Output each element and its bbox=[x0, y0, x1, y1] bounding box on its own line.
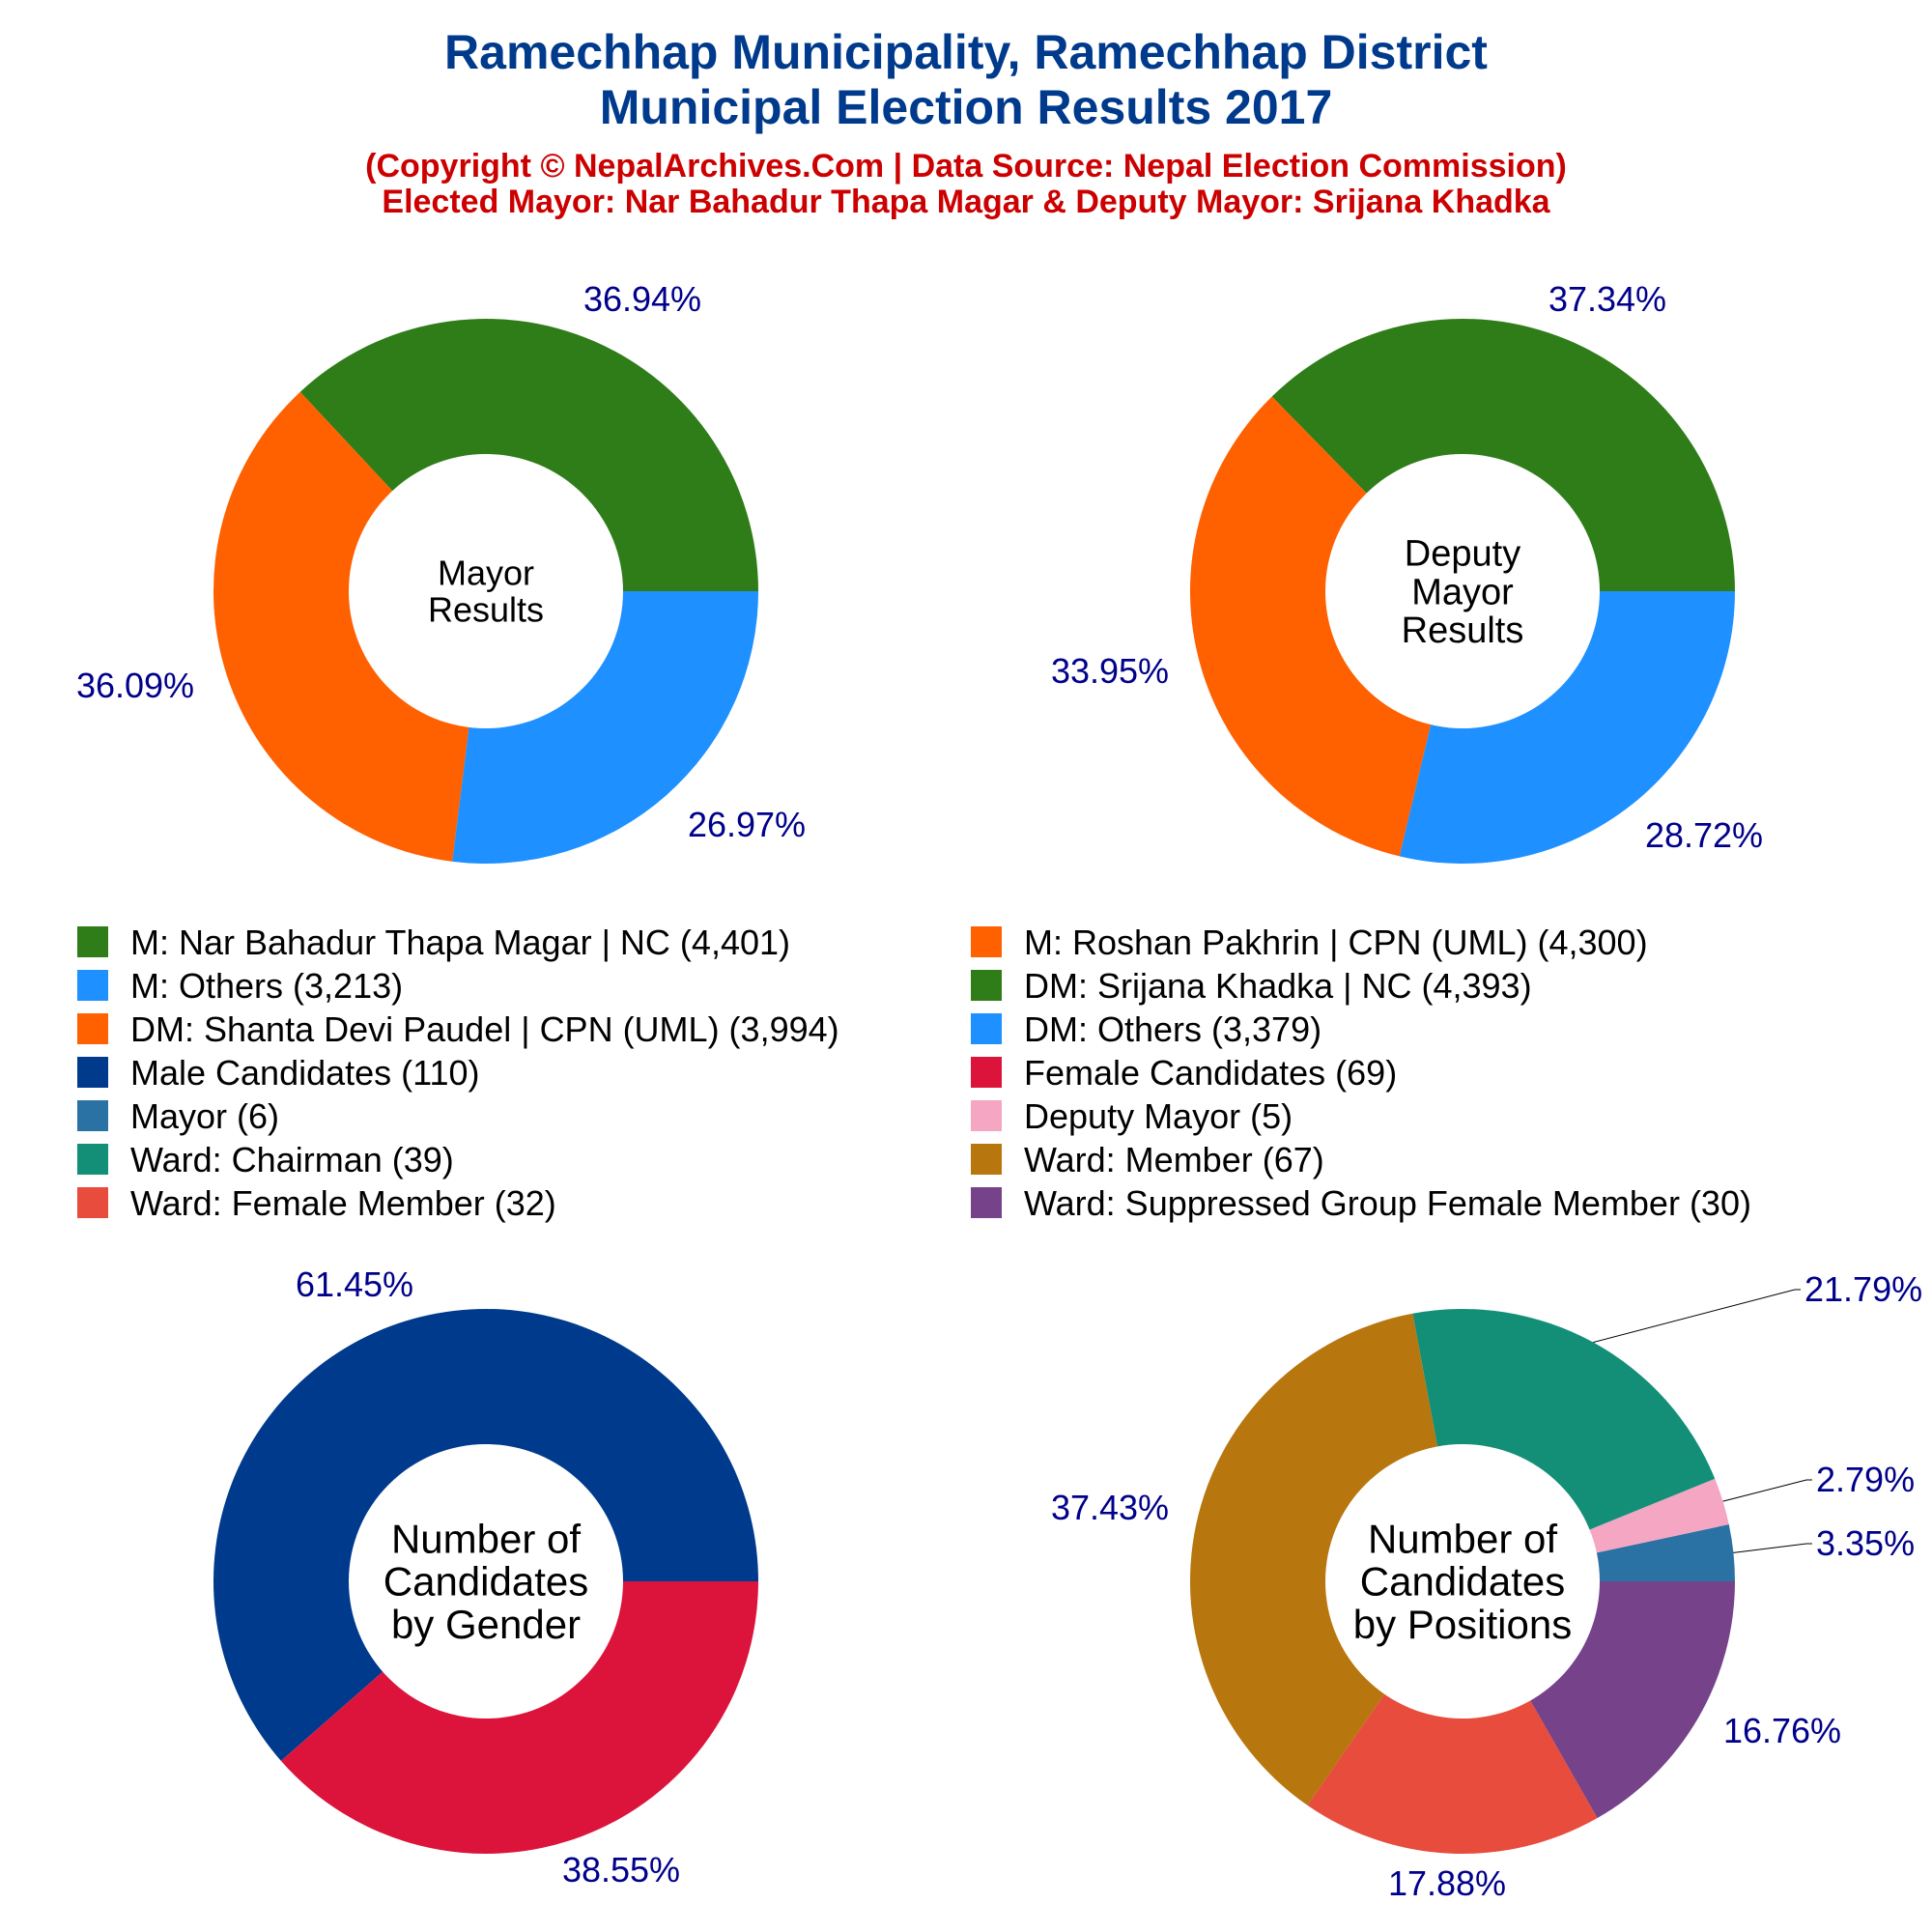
chart-subtitle-line2: Elected Mayor: Nar Bahadur Thapa Magar &… bbox=[382, 184, 1550, 220]
pie-slice bbox=[213, 391, 486, 862]
donut-center-label: by Positions bbox=[1353, 1602, 1572, 1647]
legend-item: Ward: Female Member (32) bbox=[77, 1183, 556, 1223]
legend-item: M: Roshan Pakhrin | CPN (UML) (4,300) bbox=[971, 923, 1648, 962]
slice-leader-line bbox=[1722, 1479, 1812, 1502]
legend-item: DM: Srijana Khadka | NC (4,393) bbox=[971, 966, 1532, 1006]
donut-hole bbox=[1325, 454, 1600, 728]
donut-center-label: Number of bbox=[391, 1517, 581, 1562]
legend-label: M: Roshan Pakhrin | CPN (UML) (4,300) bbox=[1024, 923, 1648, 962]
donut-center-label: Results bbox=[1402, 611, 1524, 651]
slice-percent-label: 3.35% bbox=[1816, 1523, 1915, 1563]
donut-center-label: Mayor bbox=[438, 554, 534, 593]
legend-swatch bbox=[77, 1144, 108, 1175]
donut-center-label: Number of bbox=[1368, 1517, 1557, 1562]
legend-swatch bbox=[971, 1144, 1002, 1175]
donut-chart: 3.35% 2.79% 21.79% 37.43% 17.88% 16.76% Number… bbox=[1051, 1269, 1922, 1903]
legend-swatch bbox=[77, 970, 108, 1001]
legend-label: Male Candidates (110) bbox=[130, 1053, 480, 1093]
legend-swatch bbox=[971, 926, 1002, 957]
legend-item: Ward: Chairman (39) bbox=[77, 1140, 454, 1179]
slice-percent-label: 37.43% bbox=[1051, 1488, 1169, 1527]
legend-item: Ward: Member (67) bbox=[971, 1140, 1324, 1179]
pie-slice bbox=[1271, 319, 1735, 591]
legend-item: DM: Others (3,379) bbox=[971, 1009, 1321, 1049]
slice-percent-label: 26.97% bbox=[688, 805, 806, 844]
legend-item: Female Candidates (69) bbox=[971, 1053, 1397, 1093]
slice-percent-label: 2.79% bbox=[1816, 1460, 1915, 1499]
legend-swatch bbox=[971, 970, 1002, 1001]
legend-item: Male Candidates (110) bbox=[77, 1053, 480, 1093]
legend-label: M: Nar Bahadur Thapa Magar | NC (4,401) bbox=[130, 923, 790, 962]
donut-hole bbox=[349, 454, 623, 728]
legend-item: M: Nar Bahadur Thapa Magar | NC (4,401) bbox=[77, 923, 790, 962]
slice-leader-line bbox=[1593, 1289, 1801, 1344]
legend-label: Ward: Member (67) bbox=[1024, 1140, 1324, 1179]
slice-percent-label: 17.88% bbox=[1388, 1863, 1506, 1903]
slice-percent-label: 38.55% bbox=[562, 1850, 680, 1889]
pie-slice bbox=[299, 319, 758, 591]
legend-label: Ward: Chairman (39) bbox=[130, 1140, 454, 1179]
legend-item: M: Others (3,213) bbox=[77, 966, 403, 1006]
legend-item: DM: Shanta Devi Paudel | CPN (UML) (3,99… bbox=[77, 1009, 839, 1049]
donut-center-label: Deputy bbox=[1405, 533, 1520, 574]
slice-percent-label: 36.09% bbox=[76, 666, 194, 705]
legend-item: Mayor (6) bbox=[77, 1096, 279, 1136]
donut-center-label: Candidates bbox=[1360, 1559, 1565, 1605]
legend-label: Female Candidates (69) bbox=[1024, 1053, 1397, 1093]
legend-swatch bbox=[77, 1187, 108, 1218]
legend-label: Ward: Suppressed Group Female Member (30… bbox=[1024, 1183, 1751, 1223]
legend-label: Deputy Mayor (5) bbox=[1024, 1096, 1293, 1136]
chart-title-line1: Ramechhap Municipality, Ramechhap Distri… bbox=[444, 25, 1488, 79]
slice-percent-label: 28.72% bbox=[1645, 815, 1763, 855]
pie-slice bbox=[1189, 396, 1463, 857]
legend: M: Nar Bahadur Thapa Magar | NC (4,401) M… bbox=[77, 923, 1751, 1223]
legend-swatch bbox=[77, 926, 108, 957]
pie-slice bbox=[280, 1581, 758, 1854]
pie-slice bbox=[1189, 1313, 1463, 1805]
legend-item: Ward: Suppressed Group Female Member (30… bbox=[971, 1183, 1751, 1223]
slice-percent-label: 16.76% bbox=[1723, 1711, 1841, 1750]
legend-label: Ward: Female Member (32) bbox=[130, 1183, 556, 1223]
legend-label: M: Others (3,213) bbox=[130, 966, 403, 1006]
slice-percent-label: 21.79% bbox=[1804, 1269, 1922, 1309]
slice-leader-line bbox=[1733, 1543, 1812, 1553]
legend-swatch bbox=[971, 1057, 1002, 1088]
donut-center-label: Candidates bbox=[384, 1559, 588, 1605]
legend-swatch bbox=[77, 1013, 108, 1044]
slice-percent-label: 36.94% bbox=[583, 279, 701, 319]
legend-swatch bbox=[77, 1057, 108, 1088]
legend-label: Mayor (6) bbox=[130, 1096, 279, 1136]
legend-swatch bbox=[971, 1013, 1002, 1044]
donut-hole bbox=[1325, 1444, 1600, 1719]
donut-charts: 36.94%36.09%26.97%MayorResults37.34%33.9… bbox=[76, 279, 1922, 1903]
legend-label: DM: Srijana Khadka | NC (4,393) bbox=[1024, 966, 1532, 1006]
donut-center-label: by Gender bbox=[391, 1602, 581, 1647]
slice-percent-label: 33.95% bbox=[1051, 651, 1169, 691]
legend-item: Deputy Mayor (5) bbox=[971, 1096, 1293, 1136]
donut-center-label: Mayor bbox=[1411, 572, 1514, 612]
legend-swatch bbox=[77, 1100, 108, 1131]
legend-swatch bbox=[971, 1100, 1002, 1131]
donut-hole bbox=[349, 1444, 623, 1719]
legend-swatch bbox=[971, 1187, 1002, 1218]
legend-label: DM: Others (3,379) bbox=[1024, 1009, 1321, 1049]
donut-center-label: Results bbox=[428, 590, 544, 630]
chart-title-line2: Municipal Election Results 2017 bbox=[600, 80, 1333, 134]
slice-percent-label: 37.34% bbox=[1548, 279, 1666, 319]
slice-percent-label: 61.45% bbox=[296, 1264, 413, 1304]
legend-label: DM: Shanta Devi Paudel | CPN (UML) (3,99… bbox=[130, 1009, 839, 1049]
chart-subtitle-line1: (Copyright © NepalArchives.Com | Data So… bbox=[365, 148, 1567, 185]
